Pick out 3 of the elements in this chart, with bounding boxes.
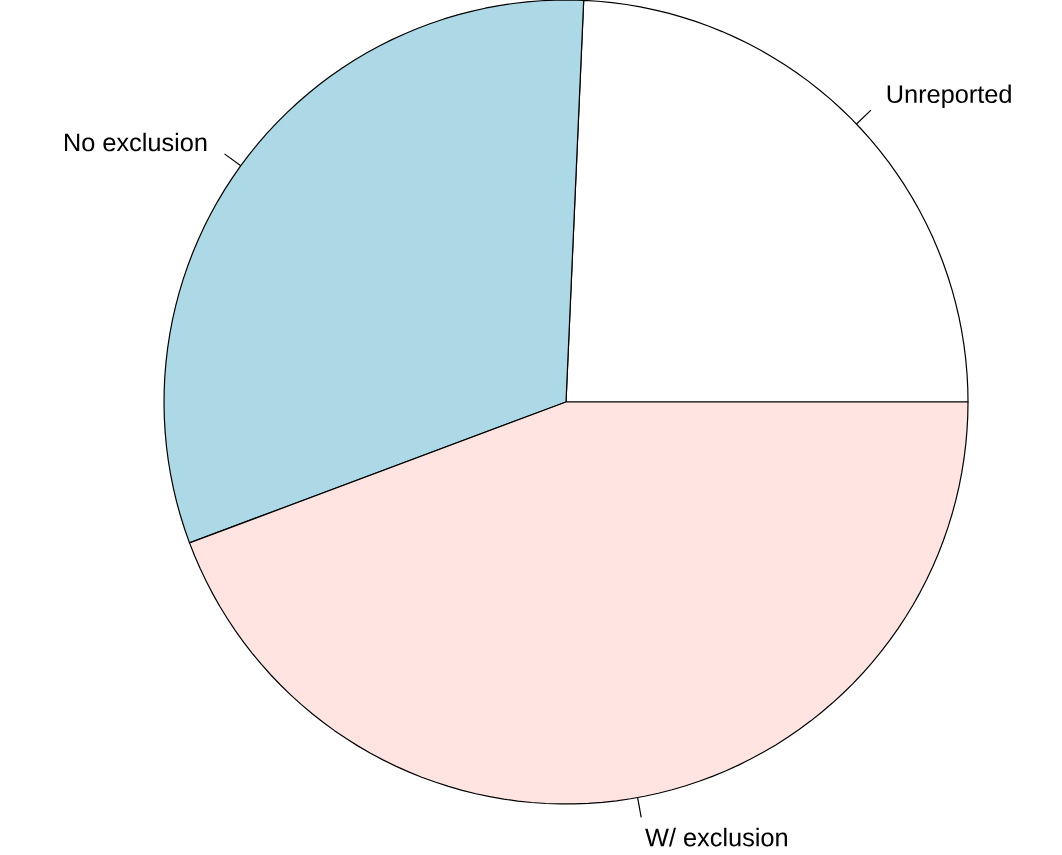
slice-label: Unreported — [887, 84, 1011, 109]
slice-label: No exclusion — [65, 132, 207, 152]
slice-label: W/ exclusion — [645, 827, 787, 847]
